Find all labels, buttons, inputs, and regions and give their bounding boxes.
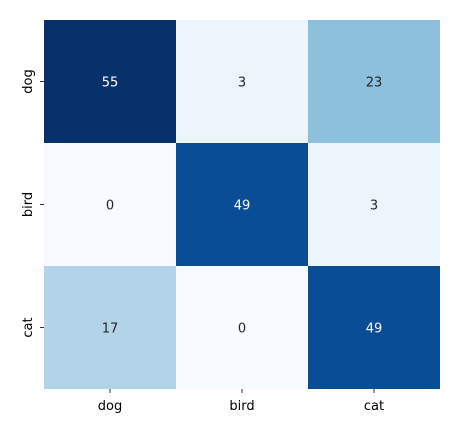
heatmap-cell-dog-dog	[44, 20, 176, 143]
cell-value-label: 49	[234, 199, 251, 214]
cell-value-label: 0	[106, 199, 114, 214]
heatmap-cell-cat-bird	[176, 266, 308, 389]
heatmap-cell-cat-dog	[44, 266, 176, 389]
y-tick-label: dog	[21, 69, 36, 93]
y-tick-label: cat	[21, 317, 36, 337]
cell-value-label: 0	[238, 322, 246, 337]
cell-value-label: 3	[370, 199, 378, 214]
x-tick-label: dog	[98, 399, 122, 414]
x-tick-label: cat	[364, 399, 384, 414]
cell-value-label: 3	[238, 76, 246, 91]
heatmap-cell-dog-bird	[176, 20, 308, 143]
x-axis: dog bird cat	[98, 389, 384, 414]
cell-value-label: 23	[366, 76, 383, 91]
cell-value-label: 17	[102, 322, 119, 337]
y-axis: dog bird cat	[21, 69, 44, 338]
heatmap-cell-bird-bird	[176, 143, 308, 266]
x-tick-label: bird	[229, 399, 254, 414]
heatmap-cells	[44, 20, 440, 389]
cell-value-label: 49	[366, 322, 383, 337]
heatmap-cell-cat-cat	[308, 266, 440, 389]
heatmap-cell-labels: 55 3 23 0 49 3 17 0 49	[102, 76, 383, 337]
heatmap-cell-bird-dog	[44, 143, 176, 266]
heatmap-cell-dog-cat	[308, 20, 440, 143]
y-tick-label: bird	[21, 192, 36, 217]
heatmap-cell-bird-cat	[308, 143, 440, 266]
cell-value-label: 55	[102, 76, 119, 91]
